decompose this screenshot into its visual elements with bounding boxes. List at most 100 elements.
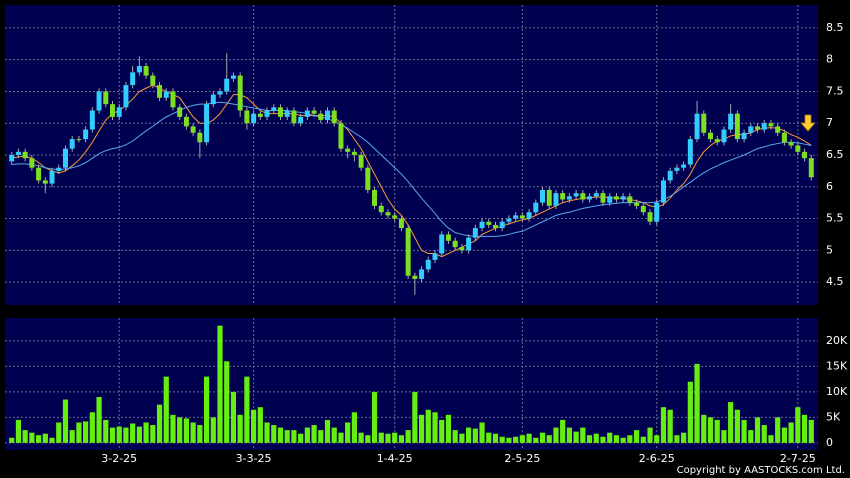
candle-body [372,189,378,206]
candle-body [237,75,243,111]
candle-body [398,218,404,229]
candle-body [157,85,163,98]
candle-body [365,167,371,190]
candle-body [405,228,411,276]
candle-body [445,234,451,241]
volume-bar [143,422,149,443]
candle-body [701,113,707,133]
volume-bar [9,437,15,443]
candle-body [802,151,808,159]
candle-body [392,215,398,219]
volume-bar [761,425,767,443]
candle-body [22,151,28,159]
volume-bar [412,391,418,443]
candle-body [734,113,740,140]
candle-body [580,193,586,200]
candle-body [123,85,129,108]
volume-bar [546,435,552,443]
candle-body [150,75,156,86]
candle-body [687,139,693,165]
volume-bar [748,430,754,443]
volume-bar [130,423,136,443]
volume-bar [203,376,210,443]
candle-body [15,151,21,155]
volume-bar [210,417,216,443]
candle-body [499,221,505,229]
volume-bar [284,430,290,443]
candle-body [613,196,619,200]
candle-body [304,110,310,117]
volume-bar [69,430,75,443]
candle-body [620,196,626,200]
volume-bar [251,409,257,443]
volume-bar [123,427,129,443]
volume-bar [304,427,310,443]
volume-bar [365,435,371,443]
volume-bar [506,437,512,443]
volume-bar [721,430,727,443]
y-tick-label: 7.5 [826,84,844,97]
candle-body [62,148,68,168]
volume-bar [795,407,801,443]
volume-bar [667,409,673,443]
volume-bar [539,432,546,443]
candle-body [694,113,700,140]
candle-body [748,126,754,133]
candle-body [439,234,445,254]
volume-bar [687,381,693,443]
y-tick-label: 0 [826,436,833,449]
candle-body [385,212,391,216]
volume-bar [197,425,203,443]
x-tick-label: 2-5-25 [504,452,540,465]
x-tick-label: 3-3-25 [236,452,272,465]
candle-body [163,91,169,98]
volume-bar [35,435,42,443]
volume-bar [492,433,499,443]
candle-body [721,129,727,143]
candle-body [251,113,257,124]
arrow-icon [800,114,816,132]
volume-bar [701,414,707,443]
volume-bar [398,435,405,443]
x-tick-label: 3-2-25 [101,452,137,465]
candle-body [667,170,673,181]
volume-bar [338,432,344,443]
volume-bar [620,437,626,443]
volume-bar [479,422,485,443]
volume-bar [170,414,176,443]
candle-body [519,215,525,219]
candle-body [607,196,613,203]
volume-bar [76,422,82,443]
volume-bar [425,409,431,443]
candle-body [775,126,781,133]
candle-body [526,212,532,219]
volume-bar [681,432,687,443]
volume-bar [291,430,297,443]
volume-bar [42,433,48,443]
volume-bar [660,407,667,443]
candle-body [9,155,15,162]
volume-bar [136,426,142,443]
candle-body [513,215,519,219]
candle-body [627,196,633,203]
candle-body [761,123,767,130]
candle-body [257,113,263,117]
volume-bar [96,396,102,443]
candle-body [714,139,720,143]
candle-body [325,110,331,121]
candle-body [183,116,189,127]
candle-body [640,205,646,213]
volume-bar [513,436,519,443]
candle-body [654,202,660,222]
volume-bar [519,435,525,443]
volume-bar [29,432,35,443]
y-tick-label: 15K [826,359,848,372]
volume-bar [580,427,586,443]
volume-bar [674,435,680,443]
candle-body [190,126,196,133]
volume-bar [405,430,411,443]
volume-bar [533,437,539,443]
y-tick-label: 5 [826,243,833,256]
volume-bar [230,391,237,443]
y-tick-label: 8.5 [826,21,844,34]
